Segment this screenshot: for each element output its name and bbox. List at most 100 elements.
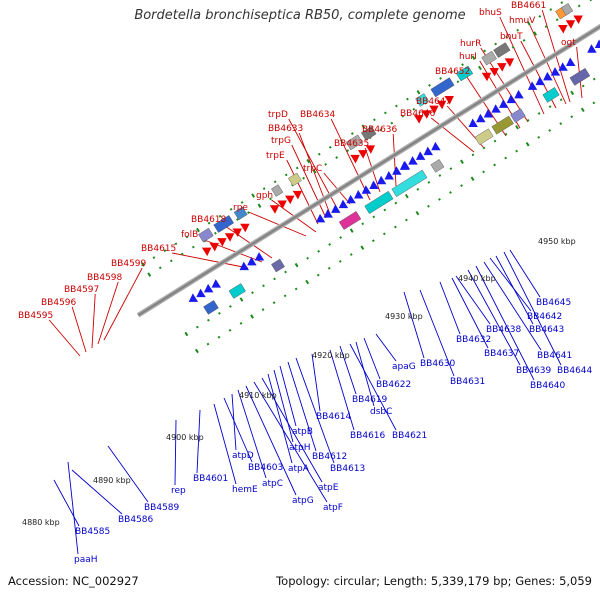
- tick-mark: [526, 119, 530, 122]
- top-gene-label: hmuV: [509, 16, 536, 26]
- tick-mark: [592, 101, 596, 105]
- top-gene-label: BB4598: [87, 273, 123, 283]
- reverse-gene-arrow: [483, 108, 494, 118]
- bottom-connector-line: [261, 377, 323, 483]
- tick-mark: [312, 169, 317, 174]
- reverse-gene-arrow: [196, 288, 206, 298]
- forward-gene-arrow: [285, 195, 295, 205]
- reverse-gene-arrow: [203, 283, 214, 293]
- bottom-gene-label: atpG: [292, 496, 314, 506]
- tick-mark: [250, 314, 254, 319]
- reverse-gene-arrow: [338, 199, 349, 209]
- kbp-scale-labels: 4880 kbp 4890 kbp 4900 kbp 4910 kbp 4920 kbp…: [22, 237, 576, 527]
- tick-mark: [218, 214, 222, 218]
- top-connector-line: [529, 24, 567, 105]
- top-gene-label: BB4597: [64, 285, 99, 295]
- bottom-connector-line: [339, 345, 357, 395]
- reverse-gene-arrow: [346, 194, 356, 204]
- genome-summary-text: Topology: circular; Length: 5,339,179 bp…: [276, 574, 592, 588]
- tick-mark: [240, 201, 244, 204]
- bottom-gene-label: BB4645: [536, 298, 571, 308]
- tick-mark: [373, 118, 376, 122]
- tick-mark: [379, 128, 383, 132]
- tick-mark: [438, 198, 441, 201]
- tick-mark: [412, 107, 416, 111]
- tick-mark: [217, 335, 221, 339]
- top-connector-line: [172, 252, 249, 269]
- tick-mark: [207, 221, 211, 225]
- tick-mark: [570, 90, 575, 96]
- top-gene-label: BB4634: [300, 110, 336, 120]
- tick-mark: [549, 8, 553, 11]
- tick-mark: [257, 203, 262, 208]
- bottom-connector-line: [267, 373, 293, 464]
- bottom-connector-line: [483, 261, 542, 351]
- tick-mark: [306, 158, 311, 164]
- forward-gene-arrow: [350, 154, 360, 164]
- top-gene-label: bhuS: [479, 8, 502, 18]
- bottom-connector-line: [231, 393, 237, 451]
- bottom-connector-line: [489, 257, 532, 312]
- tick-mark: [461, 63, 464, 67]
- reverse-gene-arrow: [468, 118, 478, 127]
- bottom-gene-label: BB4631: [450, 377, 485, 387]
- top-gene-label: trpG: [271, 136, 291, 146]
- tick-mark: [349, 253, 353, 256]
- feature-box: [561, 3, 574, 16]
- bottom-connector-line: [495, 255, 534, 325]
- bottom-gene-label: atpH: [289, 443, 311, 453]
- bottom-gene-label: BB4640: [530, 381, 566, 391]
- forward-gene-arrow: [217, 238, 227, 247]
- top-connector-line: [499, 16, 545, 115]
- forward-gene-arrow: [558, 25, 568, 34]
- forward-gene-arrow: [429, 105, 439, 115]
- feature-box: [542, 87, 560, 103]
- forward-gene-arrow: [201, 247, 212, 257]
- reverse-gene-arrow: [354, 190, 364, 199]
- feature-box: [203, 300, 219, 315]
- tick-mark: [548, 105, 552, 109]
- feature-box: [364, 190, 394, 214]
- top-gene-label: BB4618: [191, 215, 227, 225]
- tick-mark: [239, 297, 244, 302]
- tick-mark: [515, 125, 519, 130]
- bottom-connector-line: [503, 251, 562, 366]
- reverse-gene-arrow: [323, 209, 333, 218]
- reverse-gene-arrow: [514, 89, 524, 99]
- reverse-gene-arrow: [499, 99, 509, 108]
- forward-gene-arrow: [240, 223, 250, 233]
- tick-mark: [581, 84, 585, 88]
- reverse-gene-arrow: [423, 146, 434, 156]
- tick-mark: [405, 218, 408, 222]
- bottom-connector-line: [355, 341, 375, 407]
- tick-mark: [214, 231, 217, 235]
- bottom-gene-label: hemE: [232, 485, 258, 495]
- top-connector-line: [291, 144, 327, 219]
- reverse-gene-arrow: [415, 151, 426, 160]
- tick-mark: [504, 156, 507, 160]
- top-connector-line: [392, 133, 397, 187]
- bottom-gene-label: atpA: [288, 464, 310, 474]
- tick-mark: [470, 176, 475, 181]
- tick-mark: [384, 111, 387, 115]
- top-gene-label: gph: [256, 191, 273, 201]
- tick-mark: [284, 270, 287, 274]
- reverse-gene-arrow: [254, 252, 265, 261]
- bottom-gene-label: paaH: [74, 555, 98, 565]
- tick-mark: [415, 210, 420, 216]
- kbp-scale-label: 4940 kbp: [458, 274, 496, 283]
- bottom-connector-line: [279, 365, 297, 427]
- bottom-gene-label: BB4639: [516, 366, 552, 376]
- top-gene-label: BB4599: [111, 259, 147, 269]
- tick-mark: [439, 77, 442, 80]
- tick-mark: [269, 197, 272, 201]
- forward-gene-arrow: [292, 190, 303, 200]
- tick-mark: [152, 256, 156, 259]
- top-connector-line: [71, 306, 87, 353]
- forward-gene-arrow: [565, 20, 576, 29]
- bottom-gene-label: BB4641: [537, 351, 572, 361]
- top-gene-label: hurI: [459, 52, 477, 62]
- tick-mark: [305, 279, 310, 285]
- label-connector-lines: [48, 9, 583, 555]
